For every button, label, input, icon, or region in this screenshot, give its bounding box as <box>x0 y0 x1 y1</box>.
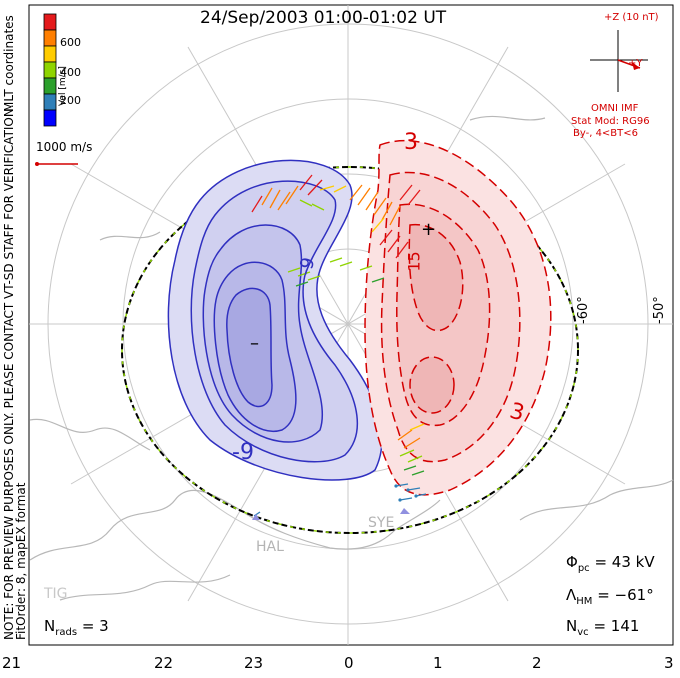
colorbar-segment <box>43 61 57 79</box>
latitude-label-50: -50° <box>652 296 667 324</box>
positive-convection-cell <box>364 140 552 496</box>
imf-condition: By-, 4<BT<6 <box>573 128 639 139</box>
imf-source: OMNI IMF <box>591 103 639 114</box>
colorbar-segment <box>43 77 57 95</box>
hm-boundary-markers <box>121 166 579 534</box>
imf-y-label: +Y <box>628 58 643 69</box>
contour-label-neg-lower: -9 <box>232 440 254 465</box>
vector-scale-arrow <box>35 162 78 166</box>
mlt-tick-0: 0 <box>344 654 354 672</box>
colorbar-segment <box>43 29 57 47</box>
colorbar-tick-600: 600 <box>60 36 81 49</box>
nvc-subscript: vc <box>577 627 589 638</box>
hm-boundary-latitude: ΛHM = −61° <box>566 586 654 607</box>
contour-label-pos-mid: 15 <box>404 251 424 272</box>
nvc-value: = 141 <box>593 617 640 635</box>
imf-dial <box>590 30 648 92</box>
phi-symbol: Φ <box>566 553 578 571</box>
potential-minimum-marker: – <box>250 333 259 354</box>
mlt-tick-1: 1 <box>433 654 443 672</box>
vector-count: Nvc = 141 <box>566 617 639 638</box>
lambda-symbol: Λ <box>566 586 577 604</box>
nrads-value: = 3 <box>81 617 109 635</box>
nrads-subscript: rads <box>55 627 78 638</box>
station-label-sye: SYE <box>368 515 395 531</box>
velocity-vectors <box>251 174 427 517</box>
nvc-symbol: N <box>566 617 578 635</box>
colorbar-segment <box>43 109 57 127</box>
fit-order-info: FitOrder: 8, mapEX format <box>14 482 28 640</box>
mlt-tick-21: 21 <box>2 654 22 672</box>
nrads-symbol: N <box>44 617 56 635</box>
lambda-value: = −61° <box>597 586 654 604</box>
colorbar-segment <box>43 13 57 31</box>
station-markers <box>252 508 410 520</box>
vector-scale-label: 1000 m/s <box>36 140 93 154</box>
latitude-label-60: -60° <box>576 296 591 324</box>
velocity-colorbar <box>43 13 57 127</box>
map-title: 24/Sep/2003 01:00-01:02 UT <box>200 8 447 28</box>
imf-z-label: +Z (10 nT) <box>604 12 659 23</box>
radar-count: Nrads = 3 <box>44 617 109 638</box>
station-label-hal: HAL <box>256 539 284 555</box>
potential-maximum-marker: + <box>421 219 437 240</box>
colorbar-segment <box>43 45 57 63</box>
mlt-tick-2: 2 <box>532 654 542 672</box>
colorbar-segment <box>43 93 57 111</box>
negative-convection-cell <box>167 159 383 481</box>
mlt-tick-23: 23 <box>244 654 264 672</box>
cross-polar-cap-potential: Φpc = 43 kV <box>566 553 655 574</box>
phi-value: = 43 kV <box>594 553 655 571</box>
coordinate-grid <box>29 5 673 645</box>
coastlines <box>29 115 674 601</box>
station-label-tig: TIG <box>44 586 68 602</box>
colorbar-tick-400: 400 <box>60 66 81 79</box>
mlt-tick-22: 22 <box>154 654 174 672</box>
coordinate-system-label: MLT coordinates <box>2 15 16 112</box>
colorbar-tick-200: 200 <box>60 94 81 107</box>
lambda-subscript: HM <box>576 596 593 607</box>
phi-subscript: pc <box>577 563 590 574</box>
stat-model-label: Stat Mod: RG96 <box>571 116 650 127</box>
mlt-tick-3: 3 <box>664 654 674 672</box>
contour-label-pos-top: 3 <box>404 130 418 155</box>
